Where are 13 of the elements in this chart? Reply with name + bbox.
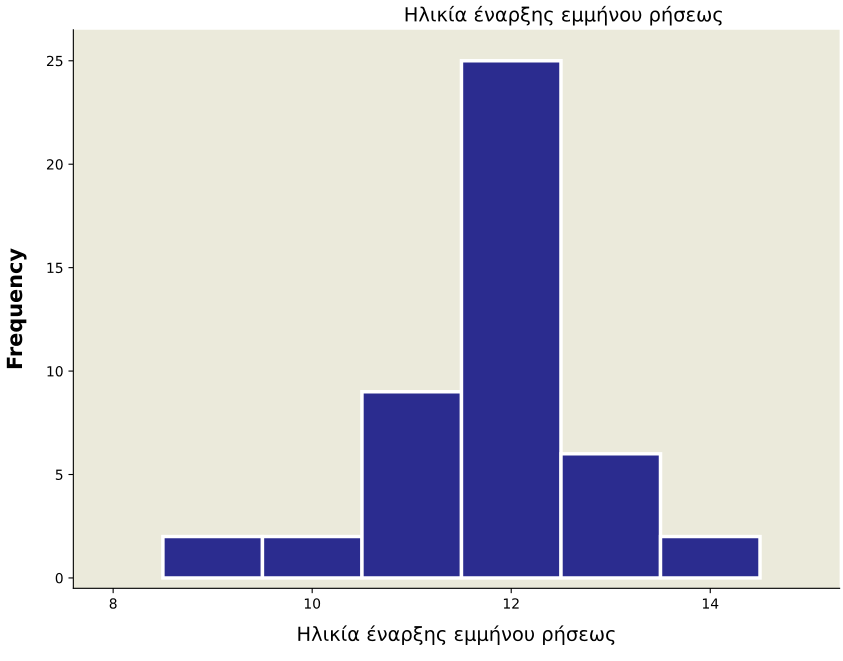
y-tick-label: 0 [56,572,63,584]
y-tick-label: 25 [46,56,62,66]
x-tick-label: 8 [110,598,117,609]
chart-title: Ηλικία έναρξης εμμήνου ρήσεως [406,6,722,26]
x-tick-label: 12 [504,598,519,609]
y-tick-label: 10 [47,366,63,377]
y-tick-label: 20 [46,159,63,170]
y-axis-title: Frequency [6,248,26,368]
x-axis-title: Ηλικία έναρξης εμμήνου ρήσεως [298,625,615,645]
x-tick-label: 10 [304,598,320,609]
y-tick-label: 5 [56,470,62,480]
x-tick-label: 14 [702,598,718,609]
y-tick-label: 15 [47,262,62,274]
